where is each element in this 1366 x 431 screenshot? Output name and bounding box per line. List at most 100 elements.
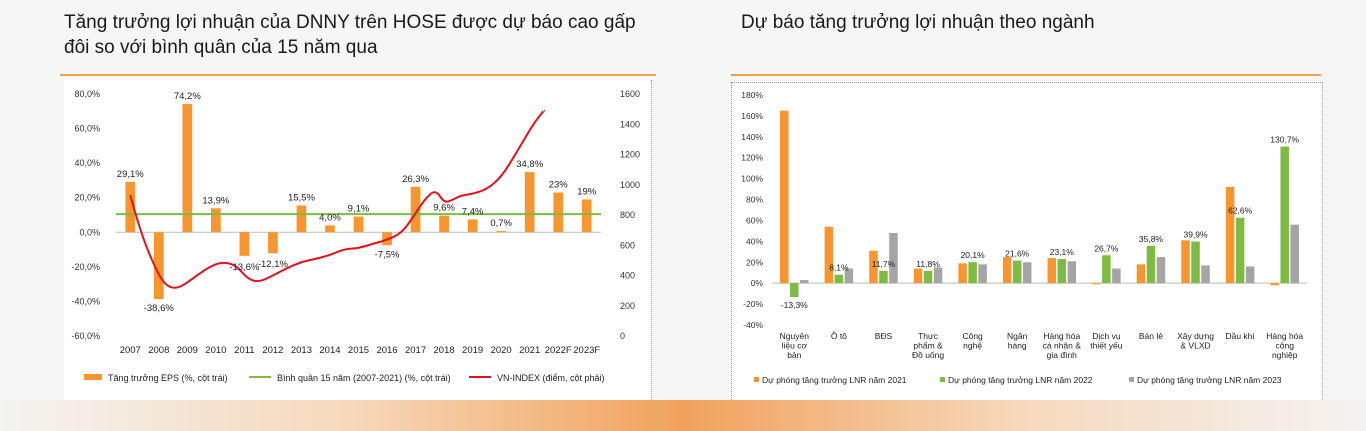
- legend-label-average: Bình quân 15 năm (2007-2021) (%, cột trá…: [277, 373, 451, 383]
- eps-bar: [268, 232, 278, 254]
- bar-2023: [1290, 224, 1299, 284]
- x-category-label: Bán lẻ: [1139, 331, 1163, 341]
- left-title-divider: [60, 74, 656, 76]
- bar-2021: [780, 110, 789, 284]
- y-right-tick-label: 800: [620, 210, 635, 220]
- data-label-2022: 23,1%: [1050, 247, 1075, 257]
- eps-data-label: -7,5%: [375, 249, 400, 260]
- eps-growth-chart: -60,0% -40,0% -20,0% 0,0% 20,0% 40,0% 60,0% 80,…: [64, 80, 652, 400]
- y-tick-label: 100%: [741, 174, 763, 184]
- bar-2023: [1201, 265, 1210, 284]
- bar-2021: [1092, 283, 1101, 285]
- eps-bar: [353, 216, 364, 233]
- eps-bar: [553, 192, 564, 233]
- bar-2022: [1235, 217, 1245, 284]
- x-category-line: thiết yếu: [1090, 341, 1122, 351]
- bar-2022: [1146, 245, 1156, 284]
- legend-label-vnindex: VN-INDEX (điểm, cột phải): [497, 373, 605, 383]
- legend-label-2023: Dự phóng tăng trưởng LNR năm 2023: [1137, 375, 1282, 385]
- x-category-line: Bán lẻ: [1139, 331, 1163, 341]
- x-category-label: 2018: [434, 345, 455, 356]
- x-category-label: 2020: [491, 345, 512, 356]
- bar-2021: [1270, 283, 1279, 286]
- x-category-line: bản: [787, 350, 801, 360]
- bar-2022: [1012, 260, 1022, 284]
- x-category-line: hàng: [1008, 341, 1027, 351]
- y-left-tick-label: -20,0%: [71, 262, 100, 272]
- x-category-label: Ô tô: [831, 331, 847, 341]
- bar-2021: [824, 226, 834, 284]
- y-right-tick-label: 400: [620, 271, 635, 281]
- eps-data-label: 0,7%: [490, 218, 512, 229]
- eps-data-label: -12,1%: [258, 259, 289, 270]
- eps-bar: [325, 225, 335, 233]
- eps-data-label: 29,1%: [117, 169, 144, 180]
- data-label-2022: 130,7%: [1270, 135, 1299, 145]
- y-tick-label: 180%: [741, 90, 763, 100]
- data-label-2022: 62,6%: [1228, 206, 1253, 216]
- x-category-label: 2015: [348, 345, 369, 356]
- sector-forecast-chart-svg: -40% -20% 0% 20% 40% 60% 80% 100% 120% 140% 160% 18…: [741, 90, 1307, 385]
- left-chart-title: Tăng trưởng lợi nhuận của DNNY trên HOSE…: [64, 12, 636, 58]
- y-tick-label: 40%: [746, 236, 763, 246]
- right-chart-title: Dự báo tăng trưởng lợi nhuận theo ngành: [741, 12, 1095, 33]
- x-category-line: Thực: [918, 331, 939, 341]
- x-category-line: Hàng hóa: [1043, 331, 1080, 341]
- y-right-tick-label: 600: [620, 240, 635, 250]
- x-category-line: công: [1275, 341, 1294, 351]
- data-label-2022: 11,8%: [916, 259, 940, 269]
- bar-2023: [1067, 261, 1077, 284]
- x-category-line: Nguyên: [780, 331, 810, 341]
- sector-forecast-chart: -40% -20% 0% 20% 40% 60% 80% 100% 120% 140% 160% 18…: [731, 82, 1323, 402]
- y-left-tick-label: 20,0%: [74, 193, 100, 203]
- bar-2022: [879, 270, 888, 284]
- data-label-2022: 11,7%: [872, 259, 896, 269]
- data-label-2022: -13,3%: [781, 300, 808, 310]
- bar-2022: [790, 283, 799, 298]
- eps-data-label: 9,1%: [348, 204, 370, 215]
- x-category-label: Dầu khí: [1225, 331, 1255, 341]
- y-tick-label: 120%: [741, 153, 763, 163]
- bar-2023: [889, 233, 898, 284]
- bar-2021: [869, 250, 878, 284]
- bar-2021: [1002, 257, 1012, 284]
- eps-bar: [239, 232, 250, 256]
- legend-label-eps: Tăng trưởng EPS (%, cột trái): [108, 373, 227, 383]
- eps-data-label: 9,6%: [433, 203, 455, 214]
- eps-bar: [211, 208, 221, 233]
- bar-2021: [913, 268, 923, 284]
- x-category-label: 2007: [120, 345, 141, 356]
- x-category-label: 2023F: [573, 345, 600, 356]
- eps-bar: [496, 231, 506, 233]
- legend-swatch-2021: [754, 377, 759, 382]
- x-category-label: 2019: [462, 345, 483, 356]
- y-tick-label: -40%: [743, 320, 763, 330]
- legend-swatch-2022: [940, 377, 945, 382]
- x-category-line: phẩm &: [913, 341, 943, 351]
- bar-2022: [1102, 255, 1111, 284]
- data-label-2022: 39,9%: [1183, 229, 1208, 239]
- y-right-tick-label: 1600: [620, 89, 640, 99]
- y-right-tick-label: 200: [620, 301, 635, 311]
- x-category-line: Công: [962, 331, 983, 341]
- eps-data-label: 4,0%: [319, 212, 341, 223]
- x-category-line: Đồ uống: [912, 350, 944, 360]
- y-tick-label: 80%: [746, 195, 763, 205]
- bar-2023: [800, 280, 809, 284]
- x-category-line: Dịch vụ: [1092, 331, 1121, 341]
- x-category-label: 2013: [291, 345, 312, 356]
- bar-2022: [1057, 259, 1067, 284]
- eps-bar: [182, 104, 193, 233]
- x-category-line: Ô tô: [831, 331, 847, 341]
- x-category-line: nghệ: [963, 341, 982, 351]
- bar-2023: [933, 267, 943, 284]
- data-label-2022: 20,1%: [961, 250, 986, 260]
- eps-bar: [439, 215, 449, 233]
- eps-data-label: 74,2%: [174, 91, 201, 102]
- x-category-label: 2022F: [545, 345, 572, 356]
- legend-swatch-2023: [1129, 377, 1134, 382]
- x-category-label: 2016: [376, 345, 397, 356]
- x-category-label: Ngân hàng: [1007, 331, 1028, 351]
- y-left-tick-label: -60,0%: [71, 331, 100, 341]
- y-right-tick-label: 0: [620, 331, 625, 341]
